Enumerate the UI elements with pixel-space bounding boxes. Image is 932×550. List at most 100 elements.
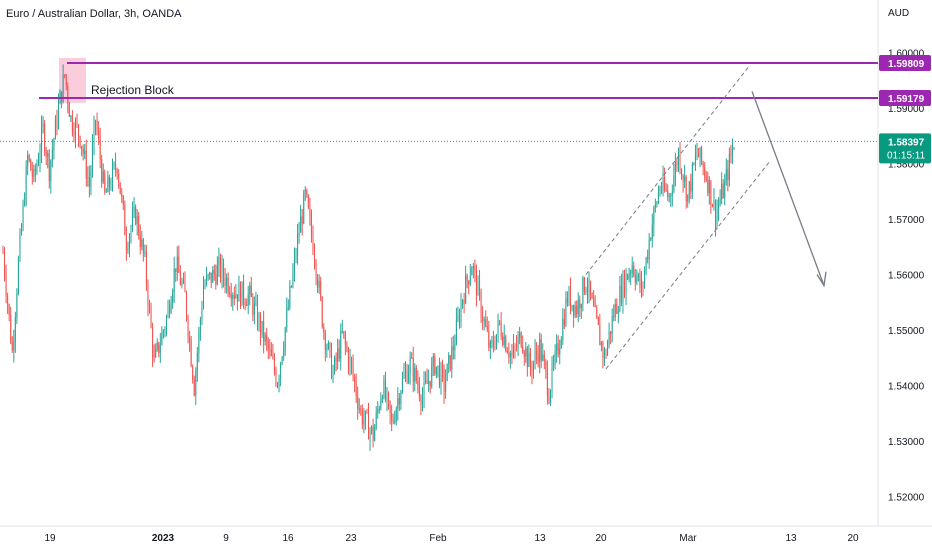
candle <box>613 304 615 322</box>
channel-upper-line[interactable] <box>585 66 750 275</box>
candle <box>31 161 33 185</box>
candle <box>486 316 488 333</box>
candle <box>244 298 246 311</box>
candle <box>304 186 306 202</box>
candle <box>227 272 229 298</box>
candle <box>718 197 720 222</box>
candle <box>480 288 482 323</box>
candle <box>363 408 365 434</box>
x-tick-label: Feb <box>429 533 447 544</box>
candle <box>292 263 294 289</box>
candle <box>213 264 215 281</box>
candle <box>705 170 707 183</box>
candle <box>566 291 568 307</box>
candle <box>360 405 362 416</box>
candle <box>298 221 300 244</box>
x-tick-label: 13 <box>785 533 797 544</box>
candle <box>164 326 166 338</box>
candle <box>556 334 558 363</box>
candle <box>82 144 84 161</box>
candle <box>19 228 21 262</box>
candle <box>540 333 542 369</box>
candle <box>485 310 487 328</box>
candle <box>317 273 319 293</box>
candle <box>531 360 533 385</box>
candle <box>48 148 50 189</box>
candle <box>628 267 630 283</box>
candle <box>65 74 67 91</box>
candle <box>670 192 672 207</box>
candle <box>684 164 686 188</box>
candle <box>691 161 693 199</box>
candle <box>479 269 481 301</box>
candle <box>286 297 288 333</box>
candle <box>574 301 576 319</box>
candle <box>278 374 280 393</box>
candle <box>455 307 457 346</box>
candle <box>186 290 188 322</box>
candle <box>56 109 58 136</box>
candle <box>210 272 212 289</box>
candle <box>546 360 548 405</box>
candle <box>488 320 490 352</box>
candle <box>665 182 667 193</box>
candle <box>170 295 172 315</box>
candle <box>693 162 695 166</box>
candle <box>346 341 348 353</box>
candle <box>7 292 9 315</box>
channel-lower-line[interactable] <box>605 162 770 370</box>
x-tick-label: 20 <box>847 533 859 544</box>
candle <box>173 256 175 303</box>
candle <box>33 164 35 183</box>
candle <box>289 279 291 311</box>
y-tick-label: 1.57000 <box>888 215 925 226</box>
y-tick-label: 1.55000 <box>888 326 925 337</box>
candle <box>178 245 180 273</box>
candle <box>354 373 356 393</box>
currency-label: AUD <box>888 8 910 19</box>
candle <box>384 371 386 403</box>
candle <box>491 336 493 349</box>
candle <box>295 247 297 264</box>
candle <box>215 264 217 290</box>
candle <box>442 359 444 382</box>
candle <box>169 299 171 319</box>
candle <box>688 180 690 204</box>
candle <box>624 269 626 299</box>
candle <box>694 144 696 171</box>
candle <box>76 113 78 129</box>
candle <box>533 360 535 379</box>
candle <box>383 375 385 400</box>
candle <box>187 314 189 344</box>
candle <box>534 339 536 370</box>
candle <box>640 271 642 298</box>
candle <box>318 274 320 294</box>
candle <box>537 345 539 368</box>
candle <box>226 273 228 294</box>
candle <box>446 363 448 382</box>
candle <box>378 405 380 414</box>
candle <box>565 291 567 327</box>
candle <box>674 152 676 187</box>
candle <box>571 304 573 312</box>
candle <box>409 351 411 385</box>
candle <box>216 256 218 286</box>
candle <box>634 268 636 291</box>
y-tick-label: 1.56000 <box>888 271 925 282</box>
candle <box>392 413 394 425</box>
candle <box>99 127 101 169</box>
candle <box>699 147 701 168</box>
candle <box>255 291 257 307</box>
candle <box>192 364 194 384</box>
candle <box>258 311 260 332</box>
candle <box>536 342 538 365</box>
projection-arrow[interactable] <box>751 91 825 286</box>
candle <box>198 326 200 363</box>
candle <box>253 296 255 325</box>
candle <box>207 273 209 281</box>
candle <box>605 348 607 359</box>
candle <box>475 264 477 307</box>
candle <box>588 271 590 304</box>
candle <box>250 276 252 298</box>
